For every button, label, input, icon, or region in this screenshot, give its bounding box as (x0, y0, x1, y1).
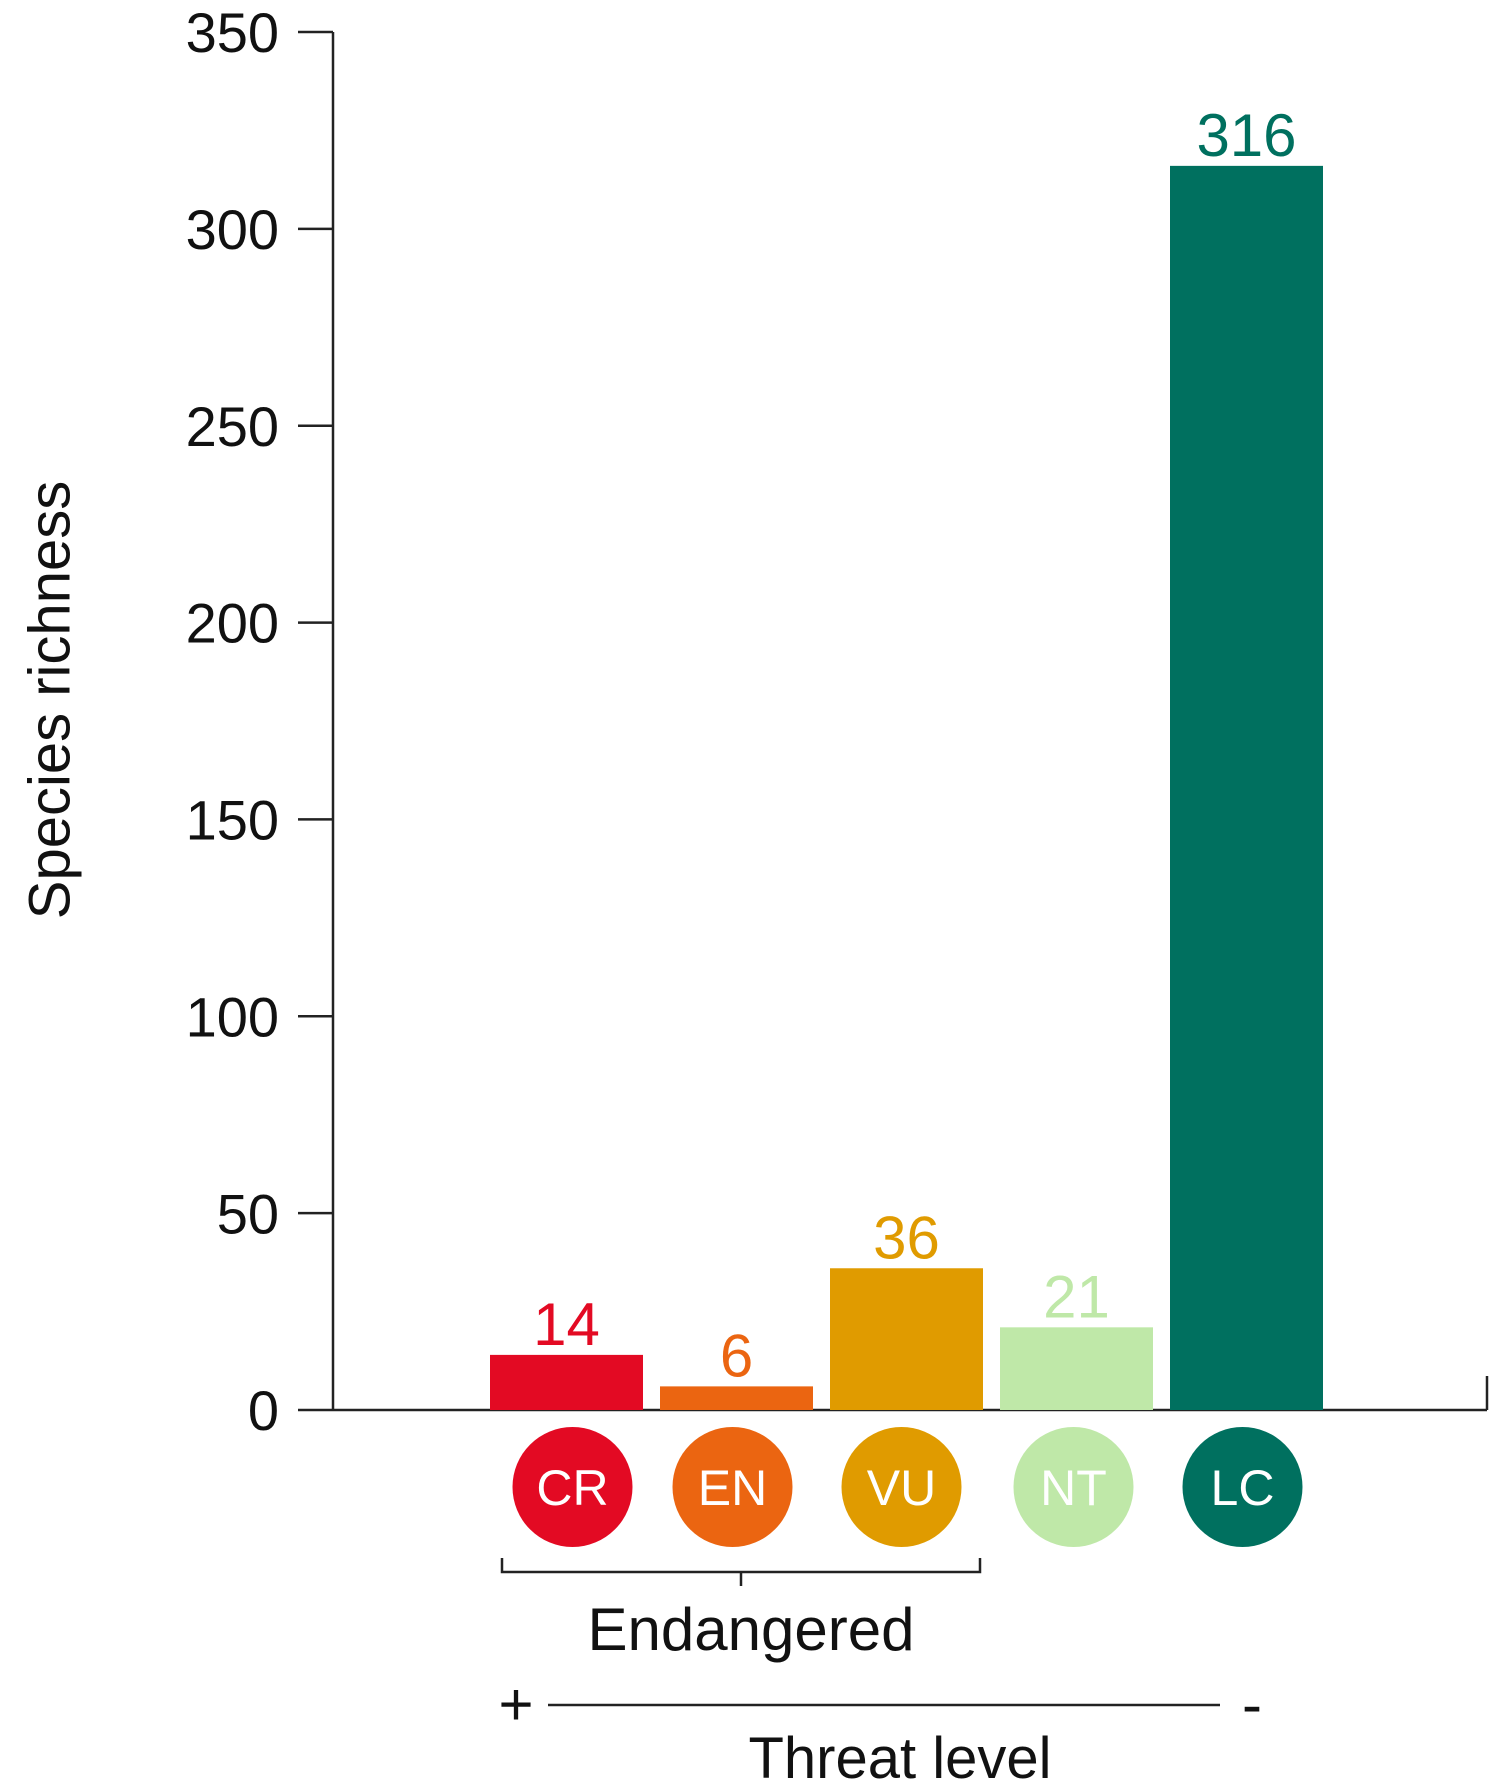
y-tick-label: 250 (186, 395, 279, 458)
bar-lc (1170, 165, 1323, 1411)
category-label: CR (536, 1460, 608, 1516)
category-badge-lc (1182, 1427, 1303, 1547)
category-badge-vu (841, 1427, 962, 1547)
bar-en (660, 1386, 813, 1410)
value-label: 14 (533, 1291, 600, 1358)
bar-cr (490, 1354, 643, 1410)
endangered-label: Endangered (588, 1596, 915, 1663)
y-tick-label: 200 (186, 592, 279, 655)
category-badge-en (672, 1427, 793, 1547)
threat-level-scale: + - Threat level (498, 1671, 1262, 1783)
bar-nt (1000, 1327, 1153, 1410)
category-label: EN (698, 1460, 767, 1516)
y-tick-label: 150 (186, 789, 279, 852)
category-badge-nt (1013, 1427, 1134, 1547)
y-tick-label: 350 (186, 1, 279, 64)
y-tick-label: 0 (248, 1379, 279, 1442)
category-label: NT (1040, 1460, 1107, 1516)
x-axis-title: Threat level (748, 1726, 1051, 1783)
threat-low-sign: - (1242, 1671, 1262, 1738)
value-label: 36 (873, 1204, 940, 1271)
category-label: VU (867, 1460, 936, 1516)
category-badges: CR EN VU NT LC (512, 1427, 1303, 1547)
value-label: 6 (720, 1322, 753, 1389)
y-tick-label: 300 (186, 198, 279, 261)
category-label: LC (1211, 1460, 1275, 1516)
value-label: 316 (1196, 102, 1296, 169)
y-tick-label: 50 (217, 1182, 279, 1245)
value-labels: 14 6 36 21 316 (533, 102, 1296, 1390)
threat-high-sign: + (498, 1671, 533, 1738)
y-tick-label: 100 (186, 985, 279, 1048)
y-axis: 0 50 100 150 200 250 300 350 (186, 1, 335, 1442)
endangered-bracket: Endangered (500, 1558, 982, 1663)
bars (490, 165, 1323, 1411)
value-label: 21 (1043, 1263, 1110, 1330)
y-axis-title: Species richness (17, 481, 82, 919)
category-badge-cr (512, 1427, 633, 1547)
bar-vu (830, 1268, 983, 1410)
